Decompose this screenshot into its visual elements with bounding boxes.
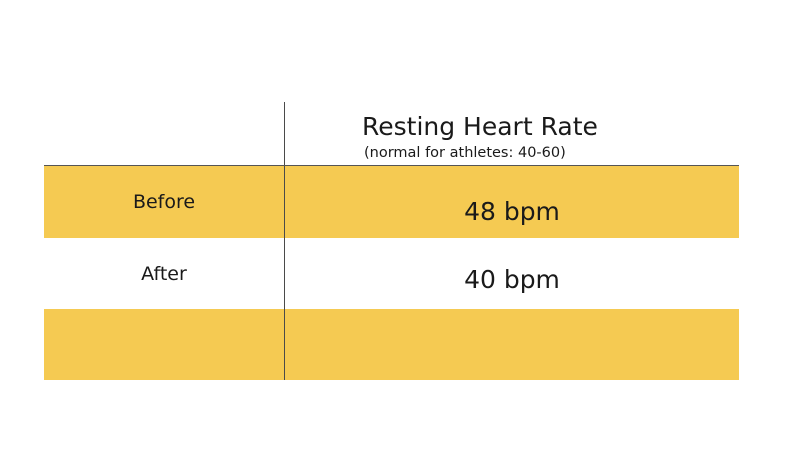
row-label-empty <box>44 309 284 380</box>
row-value-after: 40 bpm <box>464 264 560 294</box>
row-value-before: 48 bpm <box>464 196 560 226</box>
row-band-before <box>44 166 739 238</box>
row-band-empty <box>44 309 739 380</box>
row-label-before: Before <box>132 191 196 213</box>
column-header-title: Resting Heart Rate <box>362 112 598 141</box>
row-label-after: After <box>141 262 187 285</box>
column-divider <box>284 102 285 380</box>
header-divider <box>44 165 739 166</box>
column-header-subtitle: (normal for athletes: 40-60) <box>364 145 566 161</box>
row-value-empty <box>285 309 739 380</box>
